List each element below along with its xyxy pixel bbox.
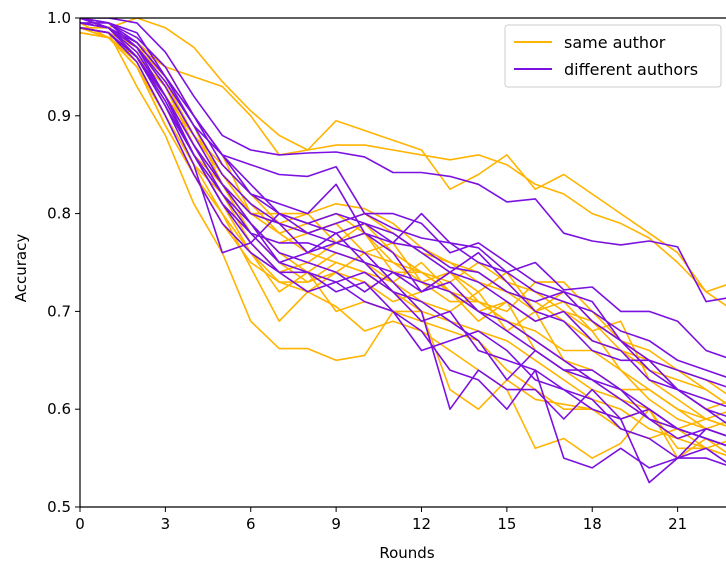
- series-lines: [80, 18, 726, 484]
- y-tick-label: 0.6: [47, 400, 71, 418]
- legend-label-different-authors: different authors: [564, 60, 698, 79]
- series-line-different-authors-25: [80, 18, 726, 408]
- y-tick-label: 1.0: [47, 9, 71, 27]
- x-tick-label: 15: [497, 515, 516, 533]
- tick-labels: 0 3 6 9 12 15 18 21 0.5 0.6 0.7 0.8 0.9 1.0: [47, 9, 687, 533]
- y-axis-label: Accuracy: [12, 234, 30, 303]
- series-line-different-authors-19: [80, 27, 726, 447]
- x-tick-label: 12: [412, 515, 431, 533]
- legend-box: [504, 24, 722, 88]
- axes-frame: [79, 17, 726, 508]
- y-tick-label: 0.5: [47, 498, 71, 516]
- series-line-same-author-3: [80, 27, 726, 450]
- y-tick-label: 0.9: [47, 107, 71, 125]
- axis-ticks: [75, 17, 679, 512]
- y-tick-label: 0.8: [47, 205, 71, 223]
- x-tick-label: 6: [246, 515, 256, 533]
- x-tick-label: 18: [583, 515, 602, 533]
- series-line-different-authors-29: [80, 18, 726, 388]
- x-tick-label: 9: [331, 515, 341, 533]
- series-line-different-authors-26: [80, 22, 726, 447]
- x-tick-label: 3: [161, 515, 171, 533]
- legend-label-same-author: same author: [564, 33, 666, 52]
- series-line-different-authors-17: [80, 18, 726, 303]
- legend: same author different authors: [504, 24, 722, 88]
- x-axis-label: Rounds: [379, 544, 434, 562]
- series-line-different-authors-30: [80, 22, 726, 469]
- series-line-same-author-2: [80, 22, 726, 307]
- series-line-same-author-1: [80, 18, 726, 293]
- x-tick-label: 0: [75, 515, 85, 533]
- series-line-different-authors-27: [80, 18, 726, 417]
- series-line-different-authors-24: [80, 27, 726, 466]
- series-line-different-authors-23: [80, 18, 726, 378]
- x-tick-label: 21: [668, 515, 687, 533]
- y-tick-label: 0.7: [47, 302, 71, 320]
